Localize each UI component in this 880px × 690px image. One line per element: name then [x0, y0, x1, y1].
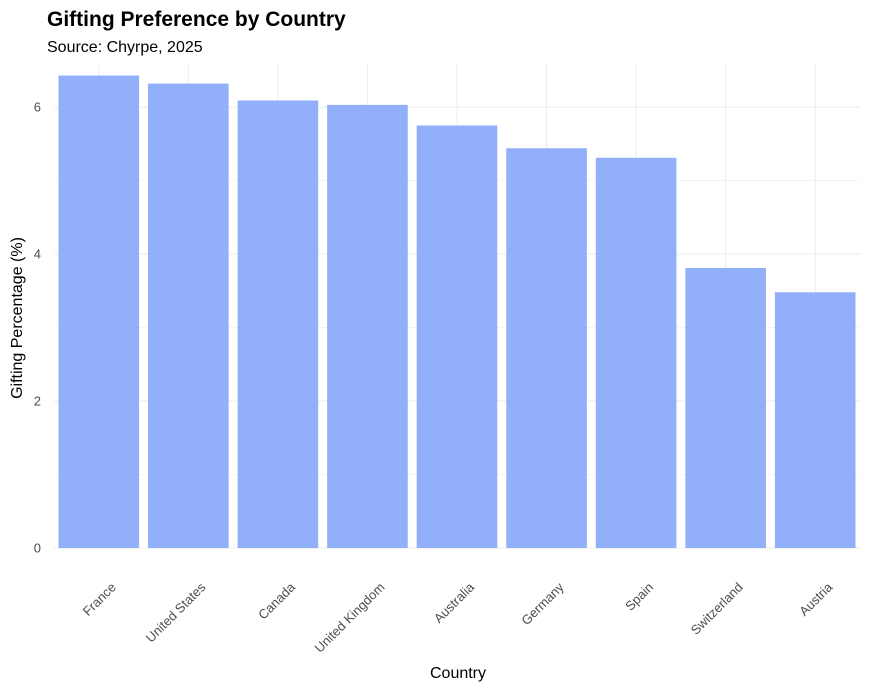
y-tick-label: 4 [34, 247, 41, 262]
x-tick-label: Australia [431, 579, 478, 626]
y-tick-label: 2 [34, 394, 41, 409]
bars [58, 75, 856, 549]
x-axis-ticks: France United States Canada United Kingdom A… [80, 579, 836, 656]
y-tick-label: 6 [34, 100, 41, 115]
bar [595, 157, 677, 548]
y-axis-title: Gifting Percentage (%) [9, 237, 26, 399]
bar [506, 148, 587, 548]
x-tick-label: United States [143, 579, 209, 645]
x-tick-label: United Kingdom [312, 580, 388, 656]
bar [774, 292, 856, 548]
y-tick-label: 0 [34, 541, 41, 556]
bar [237, 100, 319, 549]
bar [416, 125, 498, 548]
x-tick-label: Spain [622, 580, 656, 614]
bar [148, 83, 229, 549]
chart-title: Gifting Preference by Country [47, 8, 346, 31]
x-tick-label: Canada [255, 579, 298, 622]
x-tick-label: Switzerland [688, 580, 746, 638]
y-axis-ticks: 0 2 4 6 [34, 100, 41, 556]
chart-subtitle: Source: Chyrpe, 2025 [47, 39, 203, 56]
x-tick-label: Germany [518, 579, 567, 628]
bar [685, 268, 766, 548]
bar [58, 75, 140, 548]
bar [327, 104, 408, 549]
x-tick-label: France [80, 580, 119, 619]
x-axis-title: Country [430, 665, 486, 682]
x-tick-label: Austria [796, 579, 836, 619]
